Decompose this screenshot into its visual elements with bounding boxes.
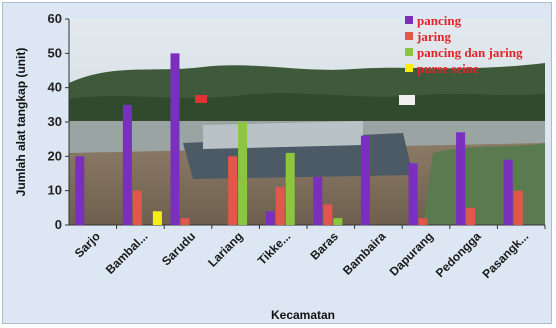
x-tick-label: Sarjo [72, 229, 103, 260]
legend-label: purse seine [417, 61, 479, 76]
y-tick-label: 30 [48, 114, 62, 129]
bar-jaring-1 [132, 190, 142, 225]
bar-pancing-9 [503, 159, 513, 225]
bar-pancing-6 [360, 135, 370, 225]
y-tick-labels: 0 10 20 30 40 50 60 [48, 11, 69, 232]
legend-label: jaring [416, 29, 451, 44]
bar-pancing-dan-jaring-3 [238, 122, 248, 225]
bar-pancing-dan-jaring-4 [285, 152, 295, 225]
bar-jaring-4 [275, 187, 285, 225]
bar-jaring-8 [466, 207, 476, 225]
legend-swatch [405, 32, 413, 40]
y-tick-label: 40 [48, 80, 62, 95]
bar-pancing-0 [75, 156, 85, 225]
legend-swatch [405, 16, 413, 24]
x-tick-label: Baras [307, 229, 341, 263]
y-tick-label: 60 [48, 11, 62, 26]
bar-jaring-2 [180, 218, 190, 225]
x-tick-label: Bambal... [103, 229, 151, 277]
legend-label: pancing dan jaring [417, 45, 523, 60]
bar-pancing-8 [456, 132, 466, 225]
x-tick-label: Bambaira [340, 229, 389, 278]
bar-jaring-5 [323, 204, 333, 225]
y-tick-label: 10 [48, 183, 62, 198]
legend-swatch [405, 64, 413, 72]
bar-purse-seine-1 [152, 211, 162, 225]
y-tick-label: 0 [55, 217, 62, 232]
y-tick-label: 20 [48, 148, 62, 163]
bar-jaring-3 [228, 156, 238, 225]
bar-pancing-4 [265, 211, 275, 225]
chart-frame: 0 10 20 30 40 50 60 Sarjo Bambal... Sarudu Larian… [2, 2, 552, 324]
y-axis-title: Jumlah alat tangkap (unit) [14, 48, 28, 197]
bar-pancing-1 [122, 104, 132, 225]
y-tick-label: 50 [48, 45, 62, 60]
bar-pancing-7 [408, 163, 418, 225]
x-tick-label: Dapurang [387, 229, 437, 279]
x-tick-label: Pedongga [433, 229, 484, 280]
legend-swatch [405, 48, 413, 56]
bars [75, 53, 523, 226]
x-tick-label: Sarudu [159, 229, 198, 268]
bar-jaring-9 [513, 190, 523, 225]
x-tick-label: Tikke... [255, 229, 294, 268]
legend-label: pancing [417, 13, 462, 28]
x-tick-label: Lariang [205, 229, 246, 270]
bar-pancing-5 [313, 176, 323, 225]
bar-chart: 0 10 20 30 40 50 60 Sarjo Bambal... Sarudu Larian… [14, 11, 546, 322]
x-axis-title: Kecamatan [271, 308, 335, 322]
bar-pancing-2 [170, 53, 180, 226]
x-tick-labels: Sarjo Bambal... Sarudu Lariang Tikke... Baras… [72, 225, 546, 281]
x-tick-label: Pasangk... [479, 229, 531, 281]
bar-pancing-dan-jaring-5 [333, 218, 343, 225]
bar-jaring-7 [418, 218, 428, 225]
